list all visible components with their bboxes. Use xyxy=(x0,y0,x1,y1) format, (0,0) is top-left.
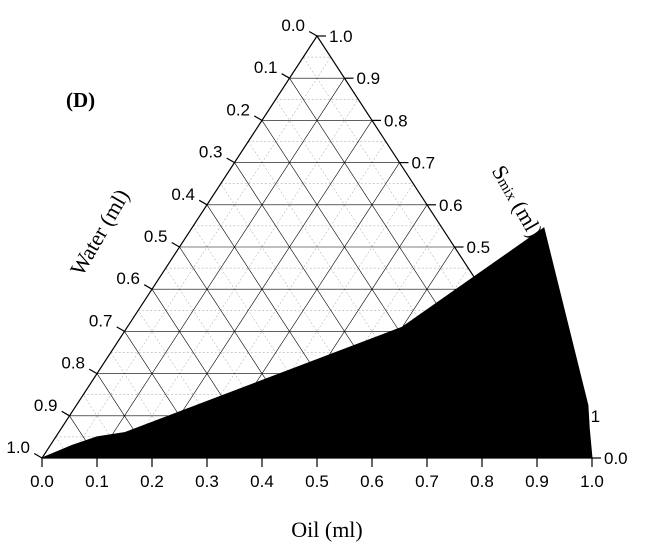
water-axis-title: Water (ml) xyxy=(65,185,134,280)
smix-tick-label: 0.8 xyxy=(384,111,408,130)
minor-gridline xyxy=(275,99,510,459)
smix-tick-label: 0.6 xyxy=(439,196,463,215)
water-tick-mark xyxy=(253,115,263,121)
water-tick-label: 0.6 xyxy=(116,269,140,288)
minor-gridline xyxy=(220,183,400,459)
water-tick-label: 0.4 xyxy=(171,185,195,204)
smix-axis-title: Smix (ml) xyxy=(487,161,548,242)
minor-gridline xyxy=(179,141,386,459)
oil-tick-label: 0.9 xyxy=(525,472,549,491)
minor-gridline xyxy=(234,183,414,459)
smix-tick-labels: 0.0 0.1 0.2 0.3 0.4 0.5 0.6 0.7 0.8 0.9 1.0 xyxy=(329,27,628,468)
oil-tick-label: 0.1 xyxy=(85,472,109,491)
water-tick-mark xyxy=(33,452,43,459)
water-tick-label: 0.0 xyxy=(281,16,305,35)
water-tick-mark xyxy=(198,199,208,206)
water-tick-label: 0.2 xyxy=(226,100,250,119)
oil-tick-label: 0.2 xyxy=(140,472,164,491)
miscible-region xyxy=(41,227,593,459)
oil-tick-labels: 0.0 0.1 0.2 0.3 0.4 0.5 0.6 0.7 0.8 0.9 1.0 xyxy=(30,472,604,491)
water-tick-mark xyxy=(308,30,318,37)
smix-tick-label: 0.0 xyxy=(604,449,628,468)
minor-gridline xyxy=(124,99,359,459)
water-tick-label: 0.9 xyxy=(34,396,58,415)
smix-tick-label: 0.1 xyxy=(577,407,601,426)
water-tick-labels: 0.0 0.1 0.2 0.3 0.4 0.5 0.6 0.7 0.8 0.9 1.0 xyxy=(6,16,305,457)
water-tick-label: 0.3 xyxy=(199,143,223,162)
minor-gridline xyxy=(248,141,455,459)
oil-tick-label: 0.8 xyxy=(470,472,494,491)
tick-marks xyxy=(33,30,601,467)
svg-text:Smix (ml): Smix (ml) xyxy=(487,161,548,242)
oil-tick-label: 1.0 xyxy=(580,472,604,491)
water-tick-mark xyxy=(171,241,180,248)
smix-tick-label: 0.5 xyxy=(467,238,491,257)
major-gridline xyxy=(96,78,345,459)
smix-tick-label: 0.9 xyxy=(357,69,381,88)
oil-axis-title: Oil (ml) xyxy=(291,517,363,542)
region-layer xyxy=(41,227,593,459)
water-tick-mark xyxy=(143,284,153,290)
water-tick-mark xyxy=(281,73,290,79)
oil-tick-label: 0.5 xyxy=(305,472,329,491)
oil-tick-label: 0.7 xyxy=(415,472,439,491)
water-tick-mark xyxy=(226,157,235,164)
water-tick-label: 0.1 xyxy=(254,58,278,77)
oil-tick-label: 0.0 xyxy=(30,472,54,491)
smix-tick-label: 0.4 xyxy=(494,280,518,299)
smix-tick-label: 0.3 xyxy=(522,322,546,341)
smix-tick-label: 1.0 xyxy=(329,27,353,46)
panel-label: (D) xyxy=(66,88,95,112)
water-tick-label: 1.0 xyxy=(6,438,30,457)
water-tick-label: 0.5 xyxy=(144,227,168,246)
oil-tick-label: 0.6 xyxy=(360,472,384,491)
oil-tick-label: 0.3 xyxy=(195,472,219,491)
oil-tick-label: 0.4 xyxy=(250,472,274,491)
water-tick-mark xyxy=(88,368,98,375)
water-tick-mark xyxy=(61,410,70,417)
smix-tick-label: 0.7 xyxy=(412,154,436,173)
water-tick-label: 0.8 xyxy=(61,354,85,373)
water-tick-label: 0.7 xyxy=(89,311,113,330)
water-tick-mark xyxy=(116,326,125,332)
smix-tick-label: 0.2 xyxy=(549,365,573,384)
